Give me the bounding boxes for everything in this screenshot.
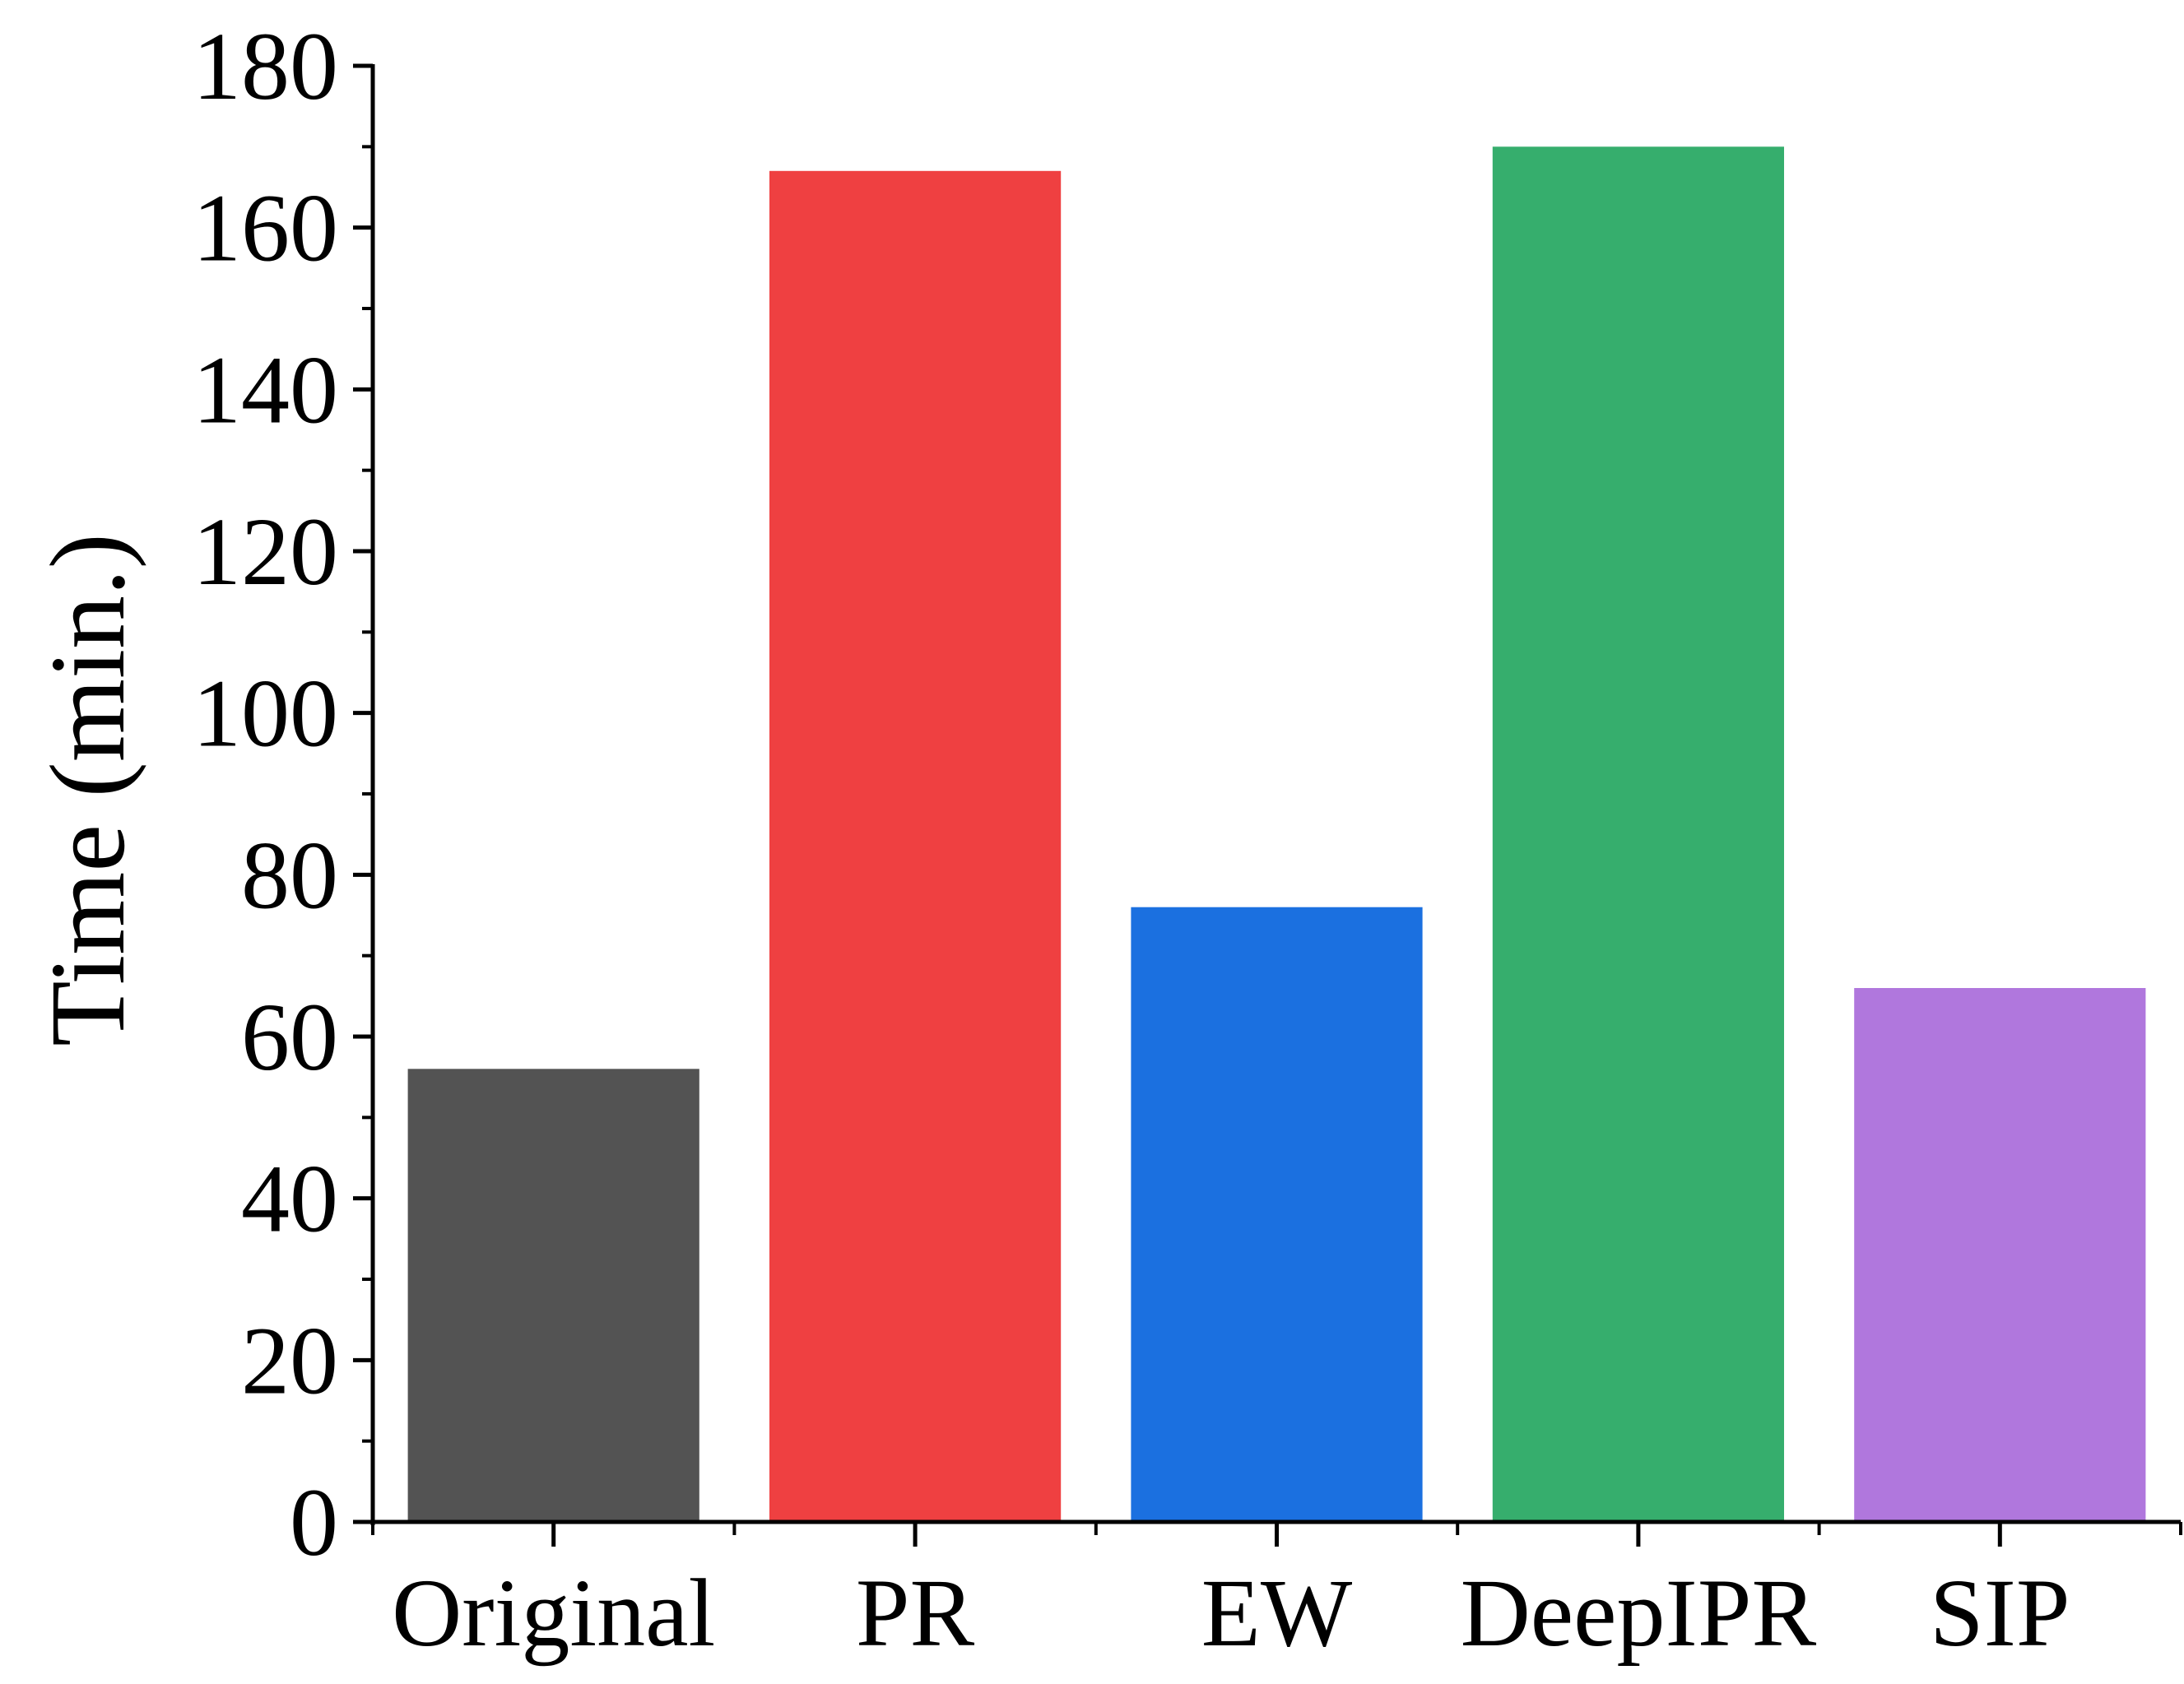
bars-layer: [407, 146, 2146, 1522]
bar-ew: [1131, 907, 1423, 1522]
y-axis-title: Time (min.): [29, 533, 147, 1046]
x-tick-label: EW: [1201, 1559, 1353, 1667]
y-tick-label: 120: [193, 498, 338, 605]
bar-deepipr: [1492, 146, 1784, 1522]
y-tick-label: 140: [193, 336, 338, 443]
x-tick-label: Original: [392, 1559, 715, 1667]
y-tick-label: 100: [193, 660, 338, 768]
axes-layer: 0 20 40 60 80 100 120 140 160 180 Original PR EW Deep…: [193, 12, 2182, 1667]
y-tick-label: 20: [241, 1306, 338, 1414]
y-tick-label: 160: [193, 174, 338, 282]
y-tick-label: 180: [193, 12, 338, 120]
y-tick-label: 0: [290, 1468, 338, 1576]
x-tick-label: PR: [856, 1559, 975, 1667]
bar-sip: [1854, 988, 2146, 1522]
bar-original: [407, 1069, 699, 1522]
y-tick-label: 80: [241, 821, 338, 929]
bar-pr: [769, 170, 1062, 1522]
x-tick-label: SIP: [1930, 1559, 2070, 1667]
x-tick-label: DeepIPR: [1461, 1559, 1817, 1667]
y-tick-label: 40: [241, 1145, 338, 1253]
y-tick-label: 60: [241, 983, 338, 1091]
